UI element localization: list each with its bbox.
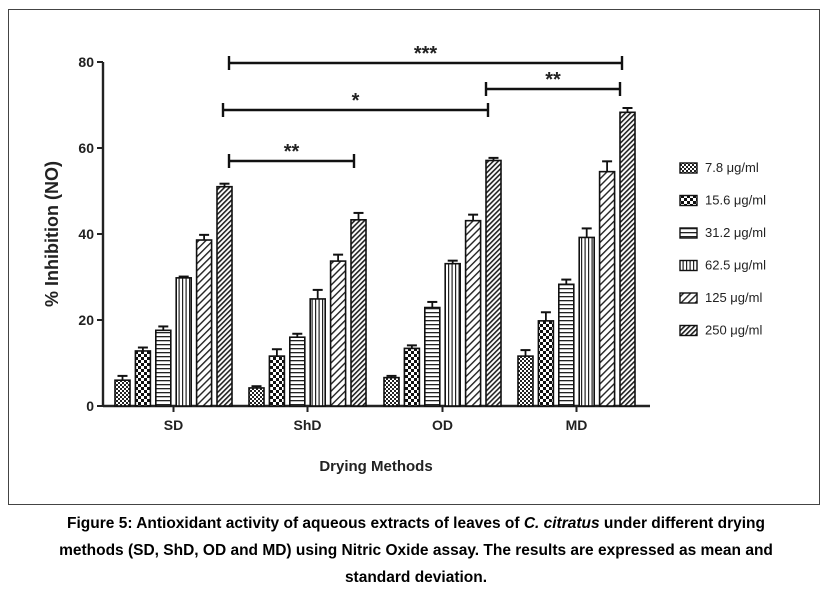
bar: [537, 320, 555, 407]
caption-text-4: standard deviation.: [344, 569, 488, 586]
caption-text-2: under different drying: [599, 515, 765, 532]
legend-swatch: [679, 324, 698, 337]
legend-swatch: [679, 292, 698, 304]
legend-label: 250 μg/ml: [705, 323, 762, 338]
y-tick-label: 60: [78, 140, 94, 156]
legend-label: 31.2 μg/ml: [705, 225, 766, 240]
significance-label: ***: [414, 43, 438, 65]
significance-label: **: [545, 69, 561, 91]
legend-swatch: [679, 162, 698, 174]
bar: [350, 219, 367, 407]
bar: [155, 329, 172, 407]
legend-label: 125 μg/ml: [705, 290, 762, 305]
y-tick-label: 40: [78, 226, 94, 242]
legend-label: 15.6 μg/ml: [705, 193, 766, 208]
bar: [444, 262, 462, 407]
bar: [134, 350, 152, 407]
bar: [309, 298, 327, 407]
bar: [403, 347, 421, 407]
legend-label: 7.8 μg/ml: [705, 160, 759, 175]
bar: [423, 306, 441, 407]
category-label: ShD: [294, 417, 322, 433]
bar: [557, 283, 575, 407]
bar: [288, 336, 306, 407]
caption-text-3: methods (SD, ShD, OD and MD) using Nitri…: [59, 542, 773, 559]
category-label: SD: [164, 417, 183, 433]
significance-label: **: [284, 141, 300, 163]
caption-text-1: Figure 5: Antioxidant activity of aqueou…: [67, 515, 524, 532]
bar: [248, 387, 265, 407]
y-tick-label: 0: [86, 398, 94, 414]
bar: [578, 236, 596, 407]
figure-frame: [8, 9, 820, 505]
legend-label: 62.5 μg/ml: [705, 258, 766, 273]
bar: [268, 355, 286, 407]
bar: [329, 260, 347, 407]
bar: [517, 355, 534, 407]
category-label: MD: [566, 417, 588, 433]
bar: [598, 170, 616, 407]
bar: [619, 111, 636, 407]
figure-caption: Figure 5: Antioxidant activity of aqueou…: [8, 510, 824, 591]
y-tick-label: 80: [78, 54, 94, 70]
legend-swatch: [679, 259, 698, 272]
bar: [485, 159, 502, 407]
bar: [195, 239, 213, 407]
category-label: OD: [432, 417, 453, 433]
significance-label: *: [352, 90, 360, 112]
legend-swatch: [679, 227, 698, 239]
legend-swatch: [679, 194, 698, 207]
x-axis-label: Drying Methods: [319, 458, 432, 475]
bar: [216, 185, 233, 407]
bar-chart: 0 20 40 60 80 % Inhibition (NO) Drying Methods…: [42, 43, 766, 475]
bar: [383, 376, 400, 407]
bar: [114, 379, 131, 407]
y-tick-label: 20: [78, 312, 94, 328]
bar: [175, 277, 192, 407]
bar: [464, 219, 482, 407]
caption-species: C. citratus: [523, 515, 600, 532]
y-axis-label: % Inhibition (NO): [42, 161, 62, 307]
